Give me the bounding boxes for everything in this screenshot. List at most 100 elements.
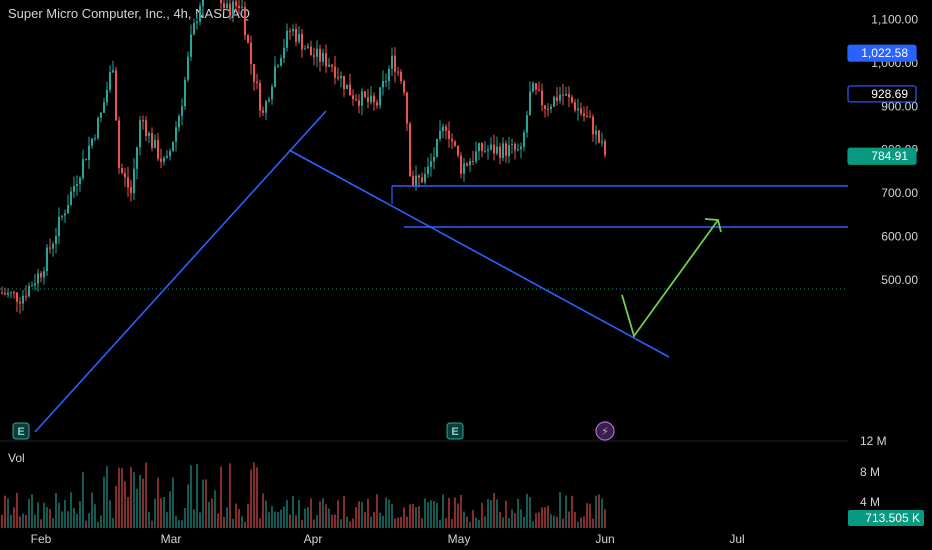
volume-bar xyxy=(286,499,288,528)
volume-bar xyxy=(601,498,603,528)
volume-bar xyxy=(4,495,6,528)
volume-bar xyxy=(463,511,465,528)
candle xyxy=(565,86,567,97)
candle xyxy=(160,148,162,169)
volume-bar xyxy=(196,464,198,528)
candle xyxy=(22,289,24,311)
price-axis[interactable]: 1,400.001,300.001,200.001,100.001,000.00… xyxy=(871,0,918,287)
volume-bar xyxy=(181,520,183,528)
volume-bar xyxy=(373,511,375,528)
candle xyxy=(58,207,60,245)
volume-bar xyxy=(538,512,540,528)
volume-bar xyxy=(397,517,399,528)
earnings-icon[interactable]: E xyxy=(12,422,30,440)
candle xyxy=(586,105,588,118)
candle xyxy=(229,0,231,21)
dividend-split-icon[interactable]: ⚡ xyxy=(595,421,615,441)
volume-bar xyxy=(82,472,84,528)
volume-bar xyxy=(598,494,600,528)
candle xyxy=(601,132,603,147)
candle xyxy=(235,0,237,12)
volume-tag: 713.505 K xyxy=(848,510,924,526)
volume-bar xyxy=(85,520,87,528)
earnings-icon[interactable]: E xyxy=(446,422,464,440)
volume-bar xyxy=(220,466,222,528)
volume-bar xyxy=(16,492,18,528)
uptrend-line[interactable] xyxy=(34,110,327,433)
candle xyxy=(559,86,561,104)
volume-bar xyxy=(313,519,315,528)
volume-label: Vol xyxy=(8,451,25,465)
candle xyxy=(154,134,156,149)
volume-bar xyxy=(565,495,567,528)
svg-text:E: E xyxy=(17,426,24,438)
volume-bar xyxy=(475,517,477,528)
volume-bar xyxy=(583,516,585,528)
volume-bar xyxy=(280,509,282,528)
candle xyxy=(79,176,81,192)
volume-bar xyxy=(40,519,42,528)
volume-bar xyxy=(577,521,579,528)
candle xyxy=(52,241,54,257)
candle xyxy=(136,146,138,180)
candle xyxy=(361,87,363,116)
time-tick-label: Mar xyxy=(161,532,182,546)
candle xyxy=(49,238,51,254)
volume-bar xyxy=(307,507,309,528)
drawings-layer[interactable] xyxy=(0,110,848,433)
candle xyxy=(406,91,408,132)
volume-tick-label: 4 M xyxy=(860,495,880,509)
candle xyxy=(301,28,303,58)
candle xyxy=(388,65,390,90)
candle xyxy=(145,116,147,141)
volume-bar xyxy=(163,496,165,528)
volume-bar xyxy=(217,513,219,528)
candle xyxy=(109,65,111,93)
volume-bar xyxy=(271,506,273,528)
volume-bar xyxy=(46,507,48,528)
volume-bar xyxy=(415,506,417,528)
volume-bar xyxy=(142,478,144,528)
volume-bar xyxy=(574,512,576,528)
candle xyxy=(280,54,282,67)
volume-tick-label: 8 M xyxy=(860,465,880,479)
candle xyxy=(346,84,348,90)
volume-bar xyxy=(481,502,483,528)
volume-bar xyxy=(10,514,12,528)
volume-bar xyxy=(382,515,384,528)
event-markers[interactable]: E E ⚡ xyxy=(12,421,615,441)
volume-bar xyxy=(553,515,555,528)
candle xyxy=(289,28,291,40)
candle xyxy=(376,99,378,109)
volume-bar xyxy=(511,509,513,528)
projection-arrow[interactable] xyxy=(621,219,719,339)
volume-bar xyxy=(559,492,561,528)
candle xyxy=(595,125,597,145)
candle xyxy=(148,131,150,144)
volume-bar xyxy=(67,511,69,528)
volume-bar xyxy=(22,513,24,528)
candle xyxy=(514,141,516,160)
volume-bar xyxy=(214,490,216,528)
volume-axis[interactable]: 12 M 8 M 4 M xyxy=(860,434,887,509)
candle xyxy=(61,215,63,221)
svg-text:E: E xyxy=(451,426,458,438)
volume-bar xyxy=(385,497,387,528)
downtrend-line[interactable] xyxy=(288,149,670,358)
volume-bar xyxy=(130,467,132,528)
candle xyxy=(199,2,201,26)
volume-bar xyxy=(550,514,552,528)
volume-bar xyxy=(127,497,129,528)
volume-bar xyxy=(343,495,345,528)
candle xyxy=(379,87,381,109)
volume-bar xyxy=(238,509,240,528)
volume-bar xyxy=(61,511,63,528)
volume-bar xyxy=(193,509,195,528)
volume-bar xyxy=(316,515,318,528)
time-axis[interactable]: Feb Mar Apr May Jun Jul xyxy=(31,532,745,546)
projection-arrow-head xyxy=(704,218,722,233)
candle xyxy=(358,94,360,114)
candle xyxy=(193,18,195,36)
volume-bar xyxy=(289,514,291,528)
